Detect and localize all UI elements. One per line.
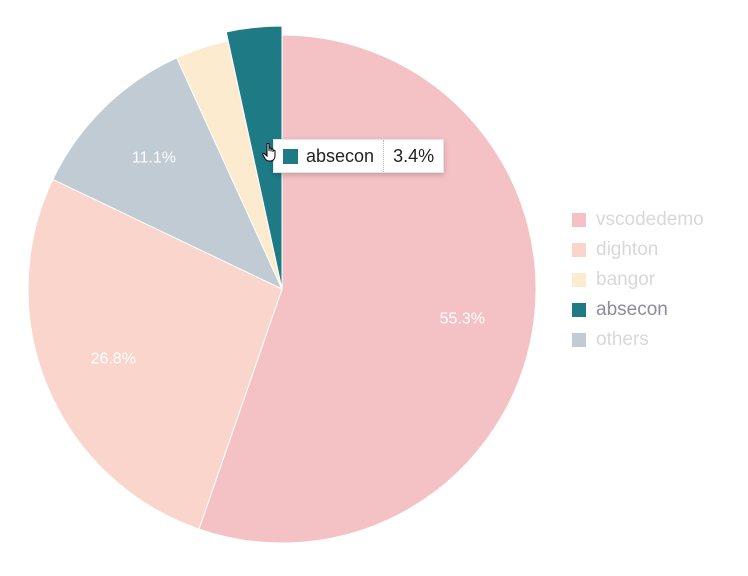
legend-label: bangor bbox=[596, 269, 656, 290]
legend-label: vscodedemo bbox=[596, 209, 704, 230]
tooltip-swatch bbox=[283, 148, 298, 164]
tooltip-value: 3.4% bbox=[393, 145, 435, 166]
pie-slice-others[interactable] bbox=[52, 57, 284, 291]
tooltip: absecon 3.4% bbox=[273, 139, 445, 173]
legend-swatch bbox=[572, 213, 586, 227]
legend-swatch bbox=[572, 273, 586, 287]
legend-swatch bbox=[572, 243, 586, 257]
legend-label: dighton bbox=[596, 239, 659, 260]
legend-item-others[interactable]: others bbox=[572, 325, 704, 355]
slice-label-dighton: 26.8% bbox=[91, 351, 136, 368]
legend-item-absecon[interactable]: absecon bbox=[572, 295, 704, 325]
pie-slice-dighton[interactable] bbox=[27, 178, 283, 530]
tooltip-divider bbox=[383, 140, 385, 172]
hand-pointer-icon bbox=[262, 143, 276, 162]
legend-swatch bbox=[572, 303, 586, 317]
legend-label: absecon bbox=[596, 299, 668, 320]
tooltip-name: absecon bbox=[306, 145, 375, 166]
legend: vscodedemo dighton bangor absecon others bbox=[572, 205, 704, 355]
slice-label-others: 11.1% bbox=[132, 150, 176, 167]
legend-item-dighton[interactable]: dighton bbox=[572, 235, 704, 265]
legend-label: others bbox=[596, 329, 649, 350]
slice-label-vscodedemo: 55.3% bbox=[440, 311, 485, 328]
legend-item-bangor[interactable]: bangor bbox=[572, 265, 704, 295]
legend-item-vscodedemo[interactable]: vscodedemo bbox=[572, 205, 704, 235]
legend-swatch bbox=[572, 333, 586, 347]
pie-slice-absecon[interactable] bbox=[225, 25, 283, 290]
